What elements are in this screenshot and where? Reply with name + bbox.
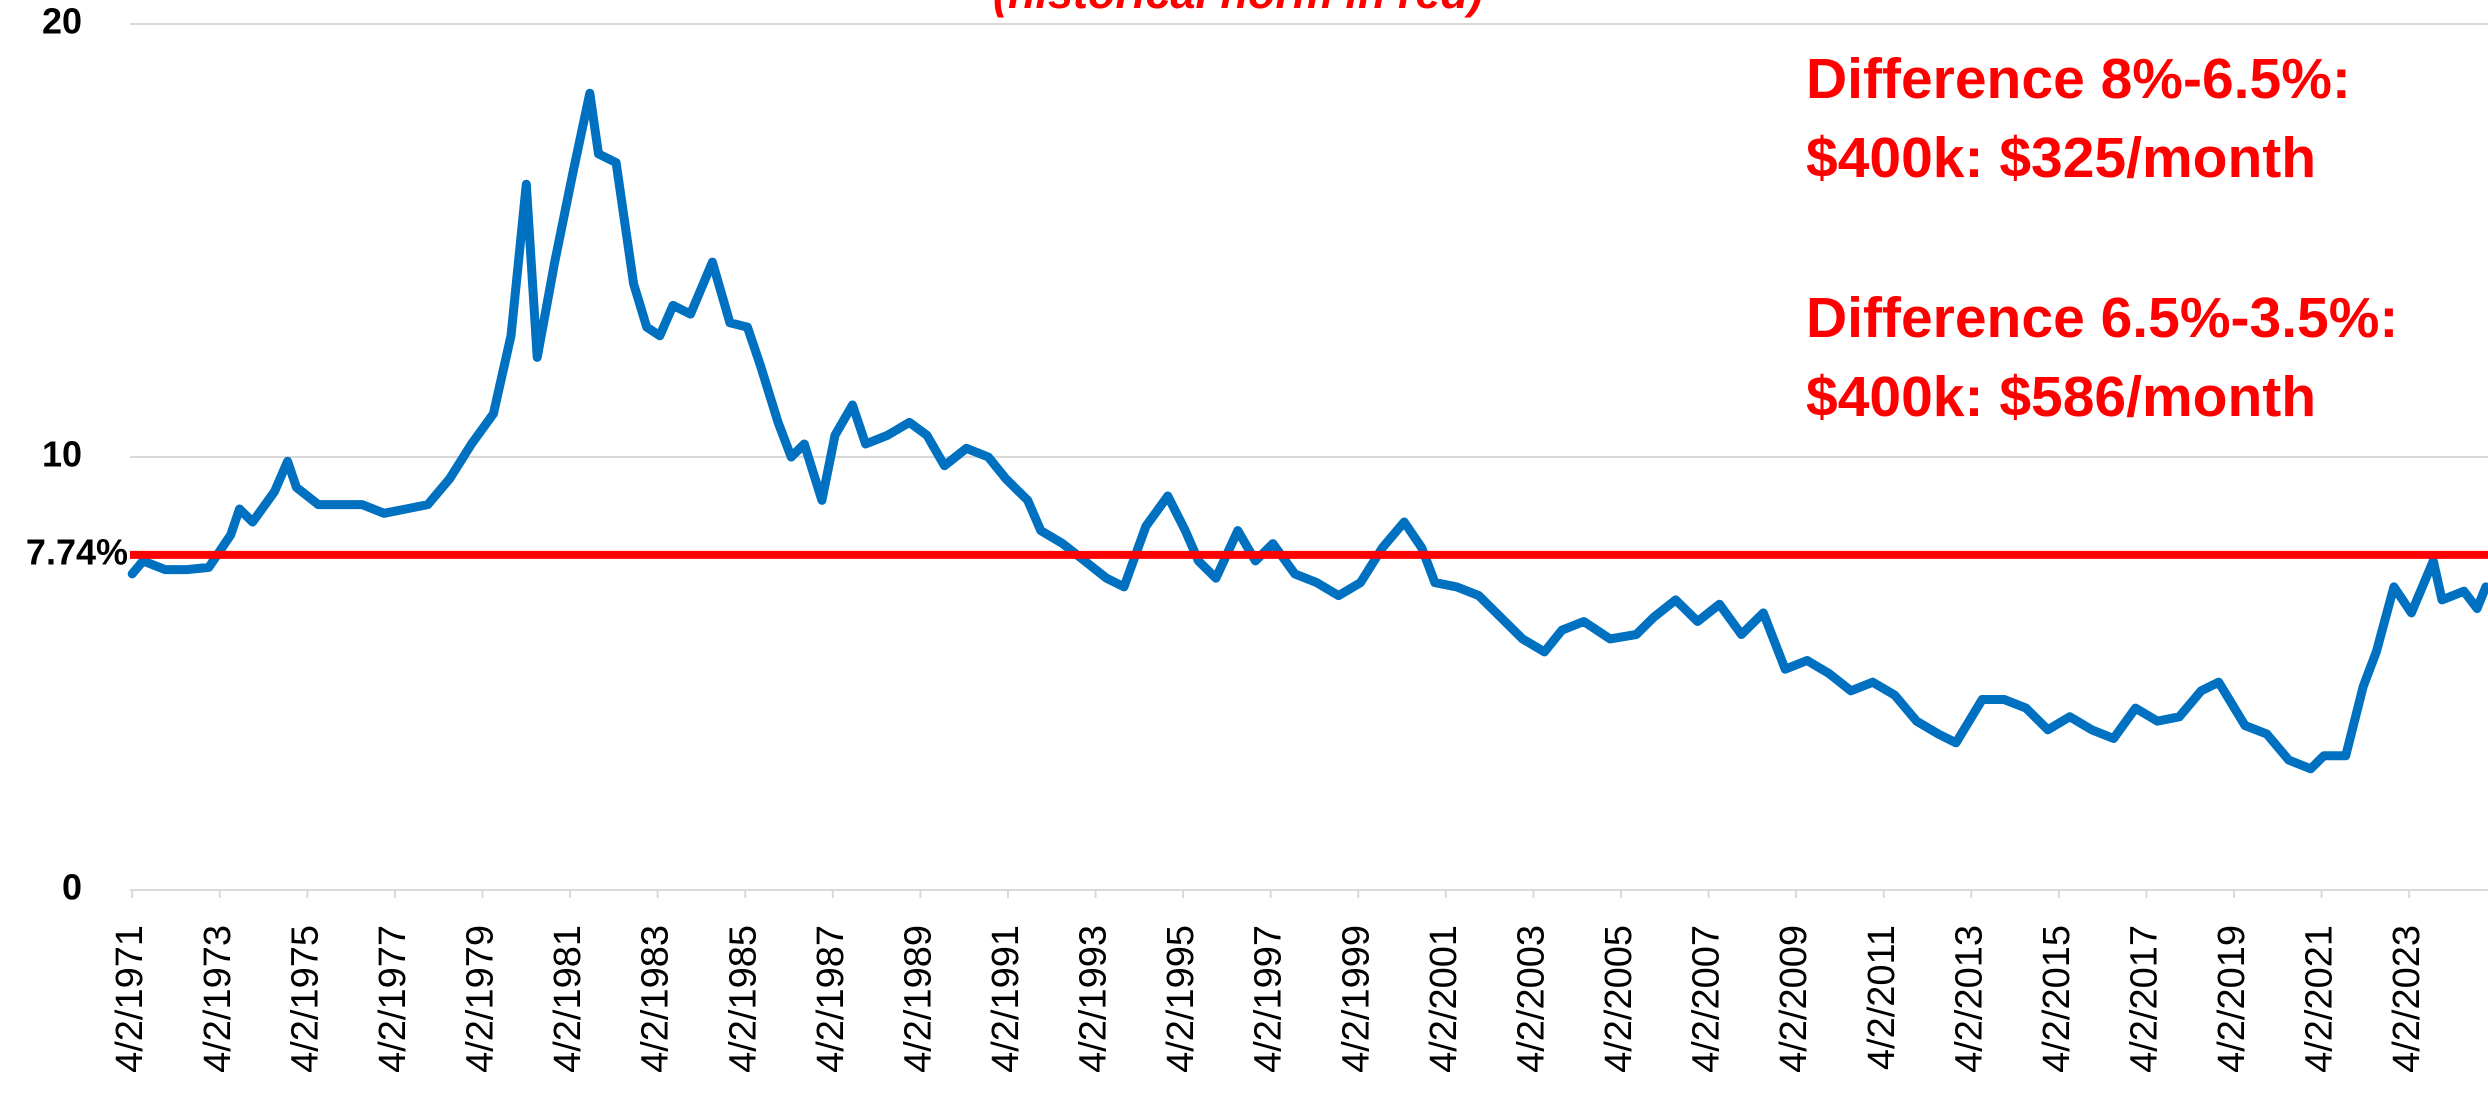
x-tick-label: 4/2/1987 bbox=[810, 925, 852, 1073]
x-tick-label: 4/2/2017 bbox=[2123, 925, 2165, 1073]
y-tick-label: 0 bbox=[62, 867, 82, 908]
x-tick-label: 4/2/2005 bbox=[1598, 925, 1640, 1073]
x-tick-label: 4/2/2007 bbox=[1686, 925, 1728, 1073]
x-tick-label: 4/2/2001 bbox=[1423, 925, 1465, 1073]
x-tick-label: 4/2/1999 bbox=[1335, 925, 1377, 1073]
x-tick-label: 4/2/2011 bbox=[1861, 925, 1903, 1070]
chart-subtitle: (historical norm in red) bbox=[993, 0, 1483, 18]
y-tick-label: 20 bbox=[42, 1, 82, 42]
x-tick-label: 4/2/1977 bbox=[372, 925, 414, 1073]
x-tick-label: 4/2/2013 bbox=[1948, 925, 1990, 1073]
x-tick-label: 4/2/1979 bbox=[460, 925, 502, 1073]
x-tick-label: 4/2/1989 bbox=[897, 925, 939, 1073]
x-tick-label: 4/2/2023 bbox=[2386, 925, 2428, 1073]
annotation: Difference 8%-6.5%: bbox=[1806, 47, 2351, 111]
x-tick-label: 4/2/2009 bbox=[1773, 925, 1815, 1073]
x-tick-label: 4/2/1975 bbox=[284, 925, 326, 1073]
x-tick-label: 4/2/1995 bbox=[1160, 925, 1202, 1073]
x-tick-label: 4/2/1993 bbox=[1073, 925, 1115, 1073]
x-tick-label: 4/2/1991 bbox=[985, 925, 1027, 1073]
x-tick-label: 4/2/1971 bbox=[109, 925, 151, 1073]
x-tick-label: 4/2/1973 bbox=[197, 925, 239, 1073]
reference-label: 7.74% bbox=[26, 531, 128, 572]
x-tick-label: 4/2/1985 bbox=[722, 925, 764, 1073]
annotation: $400k: $586/month bbox=[1806, 365, 2316, 429]
x-tick-label: 4/2/2019 bbox=[2211, 925, 2253, 1073]
annotation: Difference 6.5%-3.5%: bbox=[1806, 286, 2398, 350]
x-tick-label: 4/2/1983 bbox=[635, 925, 677, 1073]
data-line bbox=[127, 88, 2488, 774]
y-tick-label: 10 bbox=[42, 434, 82, 475]
annotation: $400k: $325/month bbox=[1806, 126, 2316, 190]
x-tick-label: 4/2/1981 bbox=[547, 925, 589, 1073]
x-tick-label: 4/2/2021 bbox=[2299, 925, 2341, 1073]
x-tick-label: 4/2/1997 bbox=[1248, 925, 1290, 1073]
x-tick-label: 4/2/2003 bbox=[1510, 925, 1552, 1073]
x-tick-label: 4/2/2015 bbox=[2036, 925, 2078, 1073]
